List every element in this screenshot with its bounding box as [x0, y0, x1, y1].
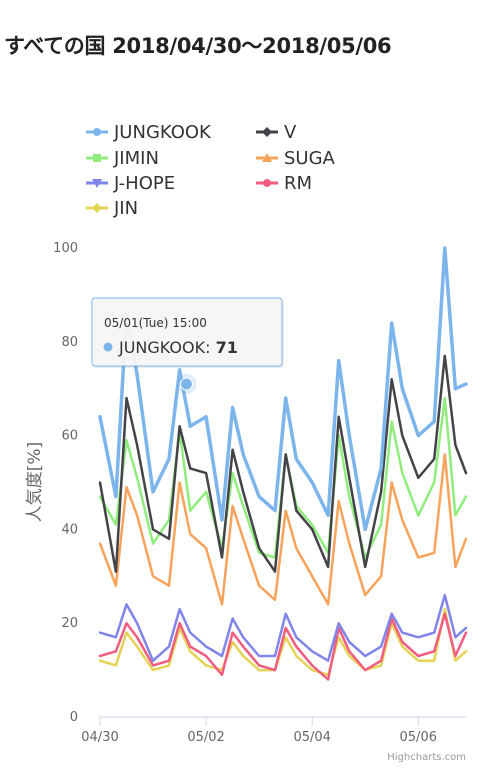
- y-tick-label: 40: [61, 522, 78, 537]
- tooltip-box: [91, 297, 283, 367]
- legend-label: JUNGKOOK: [113, 122, 212, 143]
- legend-item-j-hope[interactable]: J-HOPE: [86, 173, 175, 194]
- legend-label: JIN: [113, 198, 138, 219]
- series-line-jin[interactable]: [98, 607, 468, 677]
- chart-title: すべての国 2018/04/30〜2018/05/06: [4, 34, 392, 58]
- legend-marker: [92, 179, 102, 188]
- x-tick-label: 04/30: [81, 730, 118, 745]
- y-axis: 0 20 40 60 80 100 人気度[%]: [25, 241, 78, 725]
- y-tick-label: 60: [61, 429, 78, 444]
- series-line-j-hope[interactable]: [98, 593, 468, 662]
- y-tick-label: 20: [61, 616, 78, 631]
- legend-label: J-HOPE: [113, 173, 175, 194]
- tooltip-body: JUNGKOOK: 71: [118, 338, 238, 357]
- legend-marker: [263, 179, 271, 187]
- tooltip-separator: :: [205, 338, 215, 357]
- hovered-point[interactable]: [179, 377, 193, 391]
- legend-marker: [92, 203, 102, 213]
- legend: JUNGKOOK JIMIN J-HOPE JIN V SUGA RM: [86, 122, 336, 219]
- plot-area: [98, 246, 468, 681]
- legend-item-jin[interactable]: JIN: [86, 198, 138, 219]
- tooltip-series-dot: [103, 342, 113, 352]
- tooltip-series-name: JUNGKOOK: [118, 338, 206, 357]
- legend-marker: [262, 127, 272, 137]
- legend-marker: [262, 153, 272, 162]
- legend-marker: [93, 128, 101, 136]
- credits-text[interactable]: Highcharts.com: [387, 752, 466, 763]
- legend-item-v[interactable]: V: [256, 122, 297, 143]
- legend-marker: [93, 154, 101, 162]
- y-axis-title: 人気度[%]: [25, 442, 45, 522]
- legend-item-jimin[interactable]: JIMIN: [86, 148, 159, 169]
- series-line-jungkook[interactable]: [98, 246, 468, 532]
- legend-item-jungkook[interactable]: JUNGKOOK: [86, 122, 212, 143]
- x-tick-label: 05/02: [187, 730, 224, 745]
- legend-item-rm[interactable]: RM: [256, 173, 312, 194]
- tooltip-header: 05/01(Tue) 15:00: [104, 316, 207, 330]
- x-tick-label: 05/06: [400, 730, 437, 745]
- x-axis: 04/30 05/02 05/04 05/06: [81, 716, 466, 745]
- series-line-suga[interactable]: [98, 453, 468, 606]
- legend-item-suga[interactable]: SUGA: [256, 148, 336, 169]
- series-line-rm[interactable]: [98, 612, 468, 681]
- legend-label: SUGA: [284, 148, 336, 169]
- tooltip: 05/01(Tue) 15:00 JUNGKOOK: 71: [91, 297, 284, 395]
- x-tick-label: 05/04: [293, 730, 330, 745]
- legend-label: JIMIN: [113, 148, 159, 169]
- series-line-v[interactable]: [98, 354, 468, 573]
- tooltip-value: 71: [216, 338, 238, 357]
- y-tick-label: 100: [53, 241, 78, 256]
- y-tick-label: 80: [61, 335, 78, 350]
- y-tick-label: 0: [70, 710, 78, 725]
- legend-label: V: [284, 122, 297, 143]
- legend-label: RM: [284, 173, 312, 194]
